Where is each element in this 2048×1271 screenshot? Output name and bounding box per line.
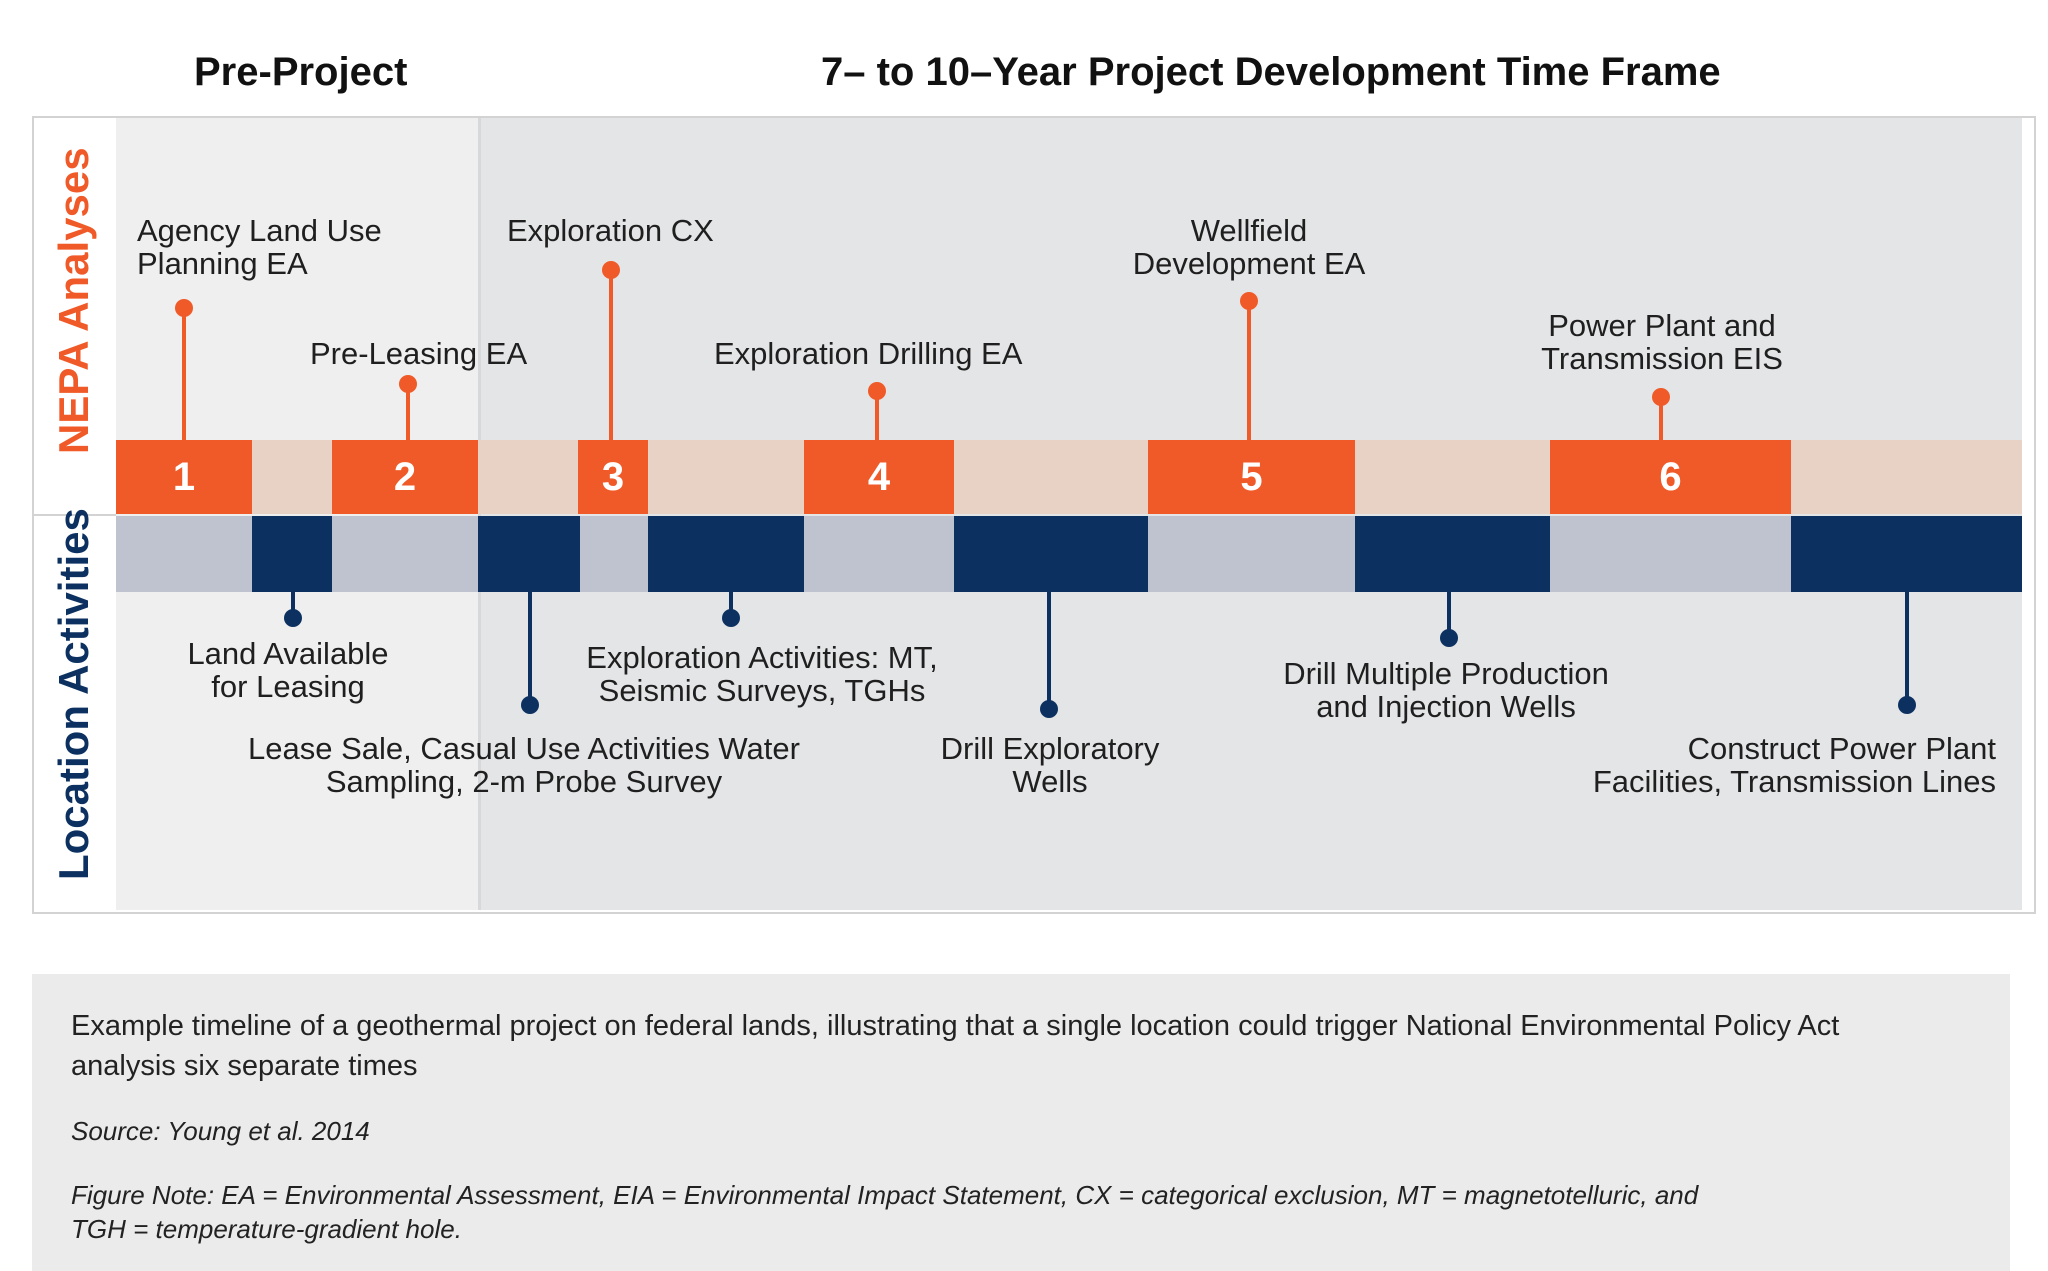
nepa-label-6-line-2: Transmission EIS <box>1541 341 1783 376</box>
nepa-label-4-line-1: Exploration Drilling EA <box>714 336 1023 371</box>
location-stem-3 <box>729 592 733 618</box>
nepa-dot-6 <box>1652 388 1670 406</box>
location-stem-4 <box>1047 592 1051 709</box>
nepa-dot-1 <box>175 299 193 317</box>
nepa-segment-3: 3 <box>578 440 648 514</box>
caption-line-1: Example timeline of a geothermal project… <box>71 1010 1840 1042</box>
nepa-segment-2: 2 <box>332 440 478 514</box>
caption-note-line-1: Figure Note: EA = Environmental Assessme… <box>71 1180 1699 1210</box>
location-label-4: Drill Exploratory Wells <box>941 732 1160 798</box>
time-frame-heading: 7– to 10–Year Project Development Time F… <box>821 50 1721 94</box>
location-segment-2 <box>478 516 580 592</box>
nepa-label-4: Exploration Drilling EA <box>714 337 1022 370</box>
location-segment-6 <box>1791 516 2022 592</box>
nepa-segment-5: 5 <box>1148 440 1355 514</box>
location-label-2-line-2: Sampling, 2-m Probe Survey <box>325 764 723 799</box>
location-dot-3 <box>722 609 740 627</box>
pre-project-heading: Pre-Project <box>194 50 408 94</box>
location-label-5-line-1: Drill Multiple Production <box>1283 656 1609 691</box>
nepa-analyses-row-label: NEPA Analyses <box>50 147 97 454</box>
location-stem-1 <box>291 592 295 618</box>
location-label-1: Land Available for Leasing <box>187 637 388 703</box>
nepa-label-1: Agency Land Use Planning EA <box>137 214 382 280</box>
nepa-label-6: Power Plant and Transmission EIS <box>1541 309 1783 375</box>
nepa-dot-2 <box>399 375 417 393</box>
location-label-2-line-1: Lease Sale, Casual Use Activities Water <box>248 731 800 766</box>
location-label-2: Lease Sale, Casual Use Activities Water … <box>248 732 800 798</box>
nepa-label-3: Exploration CX <box>507 214 714 247</box>
nepa-label-6-line-1: Power Plant and <box>1548 308 1776 343</box>
caption-source: Source: Young et al. 2014 <box>71 1116 370 1146</box>
location-label-6-line-2: Facilities, Transmission Lines <box>1592 764 1996 799</box>
nepa-stem-6 <box>1659 397 1663 440</box>
caption-note-line-2: TGH = temperature-gradient hole. <box>71 1214 462 1244</box>
nepa-dot-3 <box>602 261 620 279</box>
nepa-label-1-line-2: Planning EA <box>137 246 308 281</box>
nepa-label-5-line-1: Wellfield <box>1190 213 1308 248</box>
caption-text: Example timeline of a geothermal project… <box>71 1006 1839 1086</box>
nepa-segment-6: 6 <box>1550 440 1791 514</box>
location-label-5: Drill Multiple Production and Injection … <box>1283 657 1609 723</box>
caption-line-2: analysis six separate times <box>71 1050 418 1082</box>
location-stem-6 <box>1905 592 1909 705</box>
nepa-label-2: Pre-Leasing EA <box>310 337 527 370</box>
location-dot-4 <box>1040 700 1058 718</box>
nepa-label-5: Wellfield Development EA <box>1133 214 1366 280</box>
location-dot-6 <box>1898 696 1916 714</box>
nepa-dot-4 <box>868 382 886 400</box>
location-label-3-line-2: Seismic Surveys, TGHs <box>598 673 926 708</box>
location-segment-4 <box>954 516 1148 592</box>
location-label-3: Exploration Activities: MT, Seismic Surv… <box>586 641 937 707</box>
nepa-stem-1 <box>182 308 186 440</box>
location-label-1-line-2: for Leasing <box>211 669 365 704</box>
location-segment-3 <box>648 516 804 592</box>
caption-box: Example timeline of a geothermal project… <box>32 974 2010 1271</box>
nepa-stem-4 <box>875 391 879 440</box>
nepa-dot-5 <box>1240 292 1258 310</box>
location-dot-2 <box>521 696 539 714</box>
location-dot-5 <box>1440 629 1458 647</box>
location-label-1-line-1: Land Available <box>187 636 389 671</box>
pre-project-divider <box>478 118 481 910</box>
nepa-stem-3 <box>609 270 613 440</box>
nepa-segment-1: 1 <box>116 440 252 514</box>
nepa-label-2-line-1: Pre-Leasing EA <box>310 336 528 371</box>
location-label-6-line-1: Construct Power Plant <box>1687 731 1996 766</box>
location-label-4-line-1: Drill Exploratory <box>940 731 1160 766</box>
nepa-stem-2 <box>406 384 410 440</box>
nepa-label-1-line-1: Agency Land Use <box>137 213 382 248</box>
location-label-6: Construct Power Plant Facilities, Transm… <box>1593 732 1996 798</box>
nepa-label-5-line-2: Development EA <box>1132 246 1366 281</box>
location-stem-2 <box>528 592 532 705</box>
caption-note: Figure Note: EA = Environmental Assessme… <box>71 1178 1698 1246</box>
nepa-stem-5 <box>1247 301 1251 440</box>
pre-project-region <box>116 118 480 910</box>
location-activities-row-label: Location Activities <box>50 508 97 880</box>
location-segment-1 <box>252 516 332 592</box>
location-label-4-line-2: Wells <box>1012 764 1088 799</box>
project-region <box>480 118 2022 910</box>
location-label-3-line-1: Exploration Activities: MT, <box>586 640 938 675</box>
location-dot-1 <box>284 609 302 627</box>
row-divider <box>34 514 116 516</box>
location-stem-5 <box>1447 592 1451 638</box>
nepa-label-3-line-1: Exploration CX <box>507 213 714 248</box>
location-label-5-line-2: and Injection Wells <box>1316 689 1576 724</box>
nepa-segment-4: 4 <box>804 440 954 514</box>
location-segment-5 <box>1355 516 1550 592</box>
